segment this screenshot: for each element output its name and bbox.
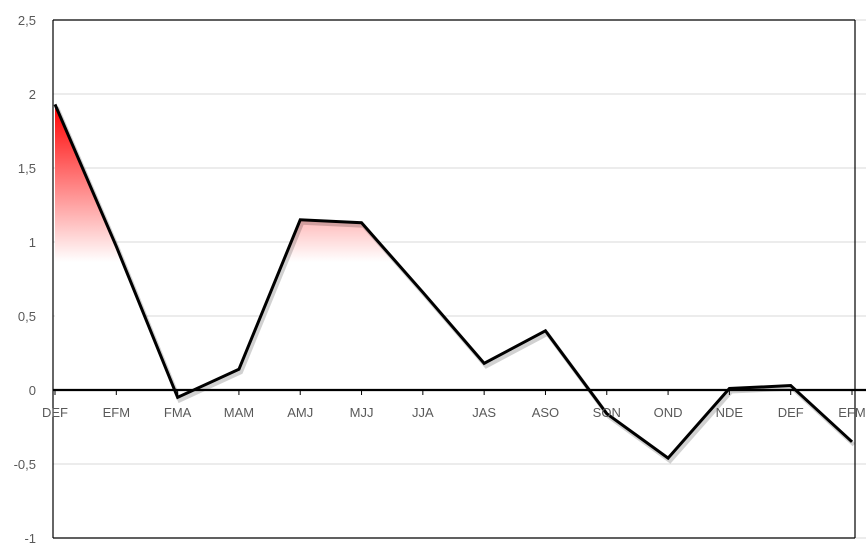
x-tick-label: DEF xyxy=(42,405,68,420)
series-line-path xyxy=(53,103,854,461)
plot-frame xyxy=(52,19,856,539)
x-tick-label: NDE xyxy=(716,405,744,420)
y-tick-label: 2,5 xyxy=(18,13,36,28)
y-tick-label: 0 xyxy=(29,383,36,398)
area-fill xyxy=(55,104,852,459)
x-tick-label: JJA xyxy=(412,405,434,420)
x-tick-label: MAM xyxy=(224,405,254,420)
y-tick-label: -1 xyxy=(24,531,36,545)
x-tick-label: EFM xyxy=(838,405,865,420)
zero-axis xyxy=(53,388,866,395)
y-tick-label: 1,5 xyxy=(18,161,36,176)
x-tick-label: AMJ xyxy=(287,405,313,420)
x-tick-label: MJJ xyxy=(350,405,374,420)
gridlines xyxy=(53,19,866,539)
x-tick-label: SON xyxy=(593,405,621,420)
x-tick-label: JAS xyxy=(472,405,496,420)
area-fill-path xyxy=(55,104,852,459)
x-tick-label: DEF xyxy=(778,405,804,420)
y-tick-label: 0,5 xyxy=(18,309,36,324)
y-tick-label: 2 xyxy=(29,87,36,102)
y-tick-label: 1 xyxy=(29,235,36,250)
x-tick-label: FMA xyxy=(164,405,192,420)
x-tick-labels: DEF EFM FMA MAM AMJ MJJ JJA JAS ASO SON OND NDE DEF E… xyxy=(42,405,866,420)
y-tick-labels: 2,5 2 1,5 1 0,5 0 -0,5 -1 xyxy=(14,13,36,545)
x-tick-label: EFM xyxy=(103,405,130,420)
x-tick-label: OND xyxy=(654,405,683,420)
y-tick-label: -0,5 xyxy=(14,457,36,472)
x-tick-label: ASO xyxy=(532,405,559,420)
series-line xyxy=(53,103,856,464)
